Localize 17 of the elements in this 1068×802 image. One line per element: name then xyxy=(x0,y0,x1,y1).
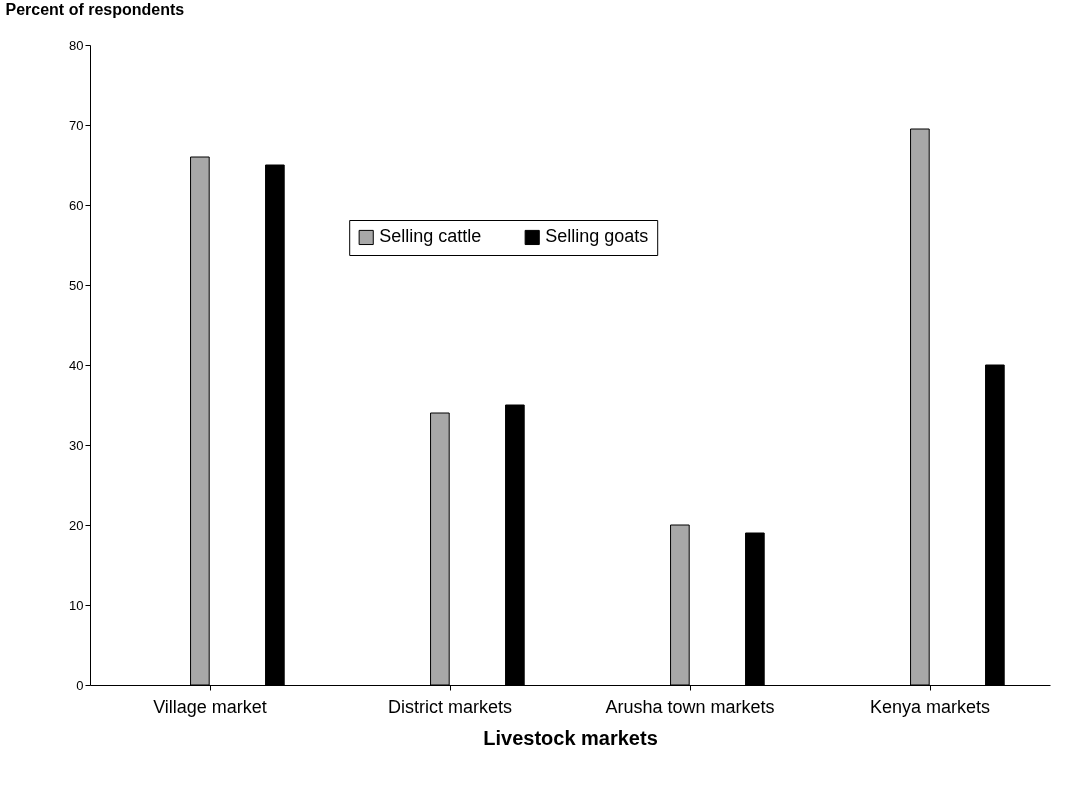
x-tick-label: Village market xyxy=(153,696,267,717)
y-tick-label: 40 xyxy=(69,357,84,373)
y-axis-title: Percent of respondents xyxy=(5,0,185,18)
x-tick-label: Arusha town markets xyxy=(605,696,775,717)
y-tick-label: 0 xyxy=(76,677,84,693)
y-tick-label: 60 xyxy=(69,197,84,213)
x-tick-label: Kenya markets xyxy=(869,696,991,717)
y-tick-label: 80 xyxy=(69,37,84,53)
y-tick-label: 30 xyxy=(69,437,84,453)
y-tick-label: 10 xyxy=(69,597,84,613)
y-tick-label: 70 xyxy=(69,117,84,133)
legend-label: Selling goats xyxy=(545,226,649,247)
y-tick-label: 20 xyxy=(69,517,84,533)
x-axis-title: Livestock markets xyxy=(483,726,658,749)
x-tick-label: District markets xyxy=(387,696,513,717)
legend-label: Selling cattle xyxy=(379,226,482,247)
y-tick-label: 50 xyxy=(69,277,84,293)
